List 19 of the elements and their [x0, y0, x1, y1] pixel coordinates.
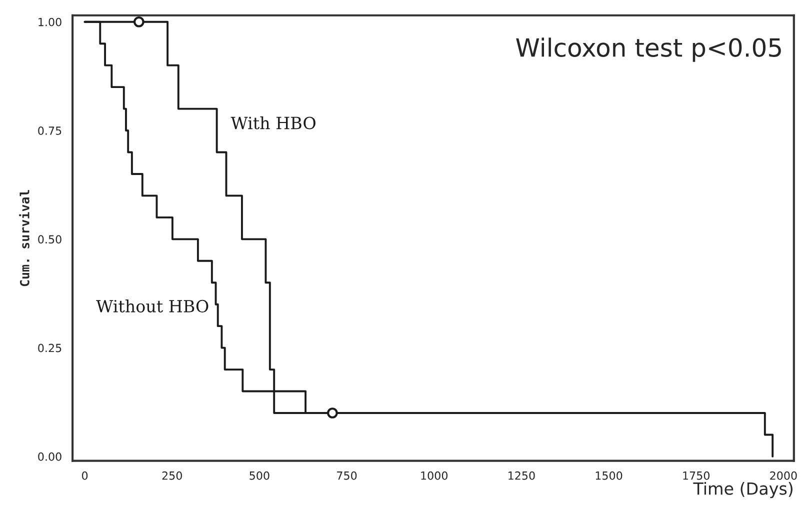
x-tick-label: 1750 — [683, 471, 710, 480]
y-axis-title: Cum. survival — [19, 190, 30, 286]
x-tick-label: 500 — [250, 471, 270, 480]
y-tick-label: 1.00 — [38, 18, 62, 26]
y-tick-label: 0.50 — [38, 235, 62, 244]
series-label: With HBO — [230, 116, 316, 130]
x-tick-label: 250 — [162, 471, 182, 480]
x-tick-label: 0 — [82, 471, 88, 480]
x-tick-label: 1000 — [421, 471, 448, 480]
series-label: Without HBO — [96, 300, 208, 312]
x-tick-label: 1500 — [596, 471, 622, 480]
x-tick-label: 2000 — [770, 471, 797, 480]
y-tick-label: 0.00 — [38, 452, 62, 461]
y-tick-label: 0.25 — [38, 344, 62, 352]
annotation: Wilcoxon test p<0.05 — [516, 38, 781, 62]
y-tick-label: 0.75 — [38, 126, 62, 135]
x-tick-label: 1250 — [508, 471, 535, 480]
x-tick-label: 750 — [337, 471, 357, 480]
x-axis-title: Time (Days) — [693, 482, 792, 498]
